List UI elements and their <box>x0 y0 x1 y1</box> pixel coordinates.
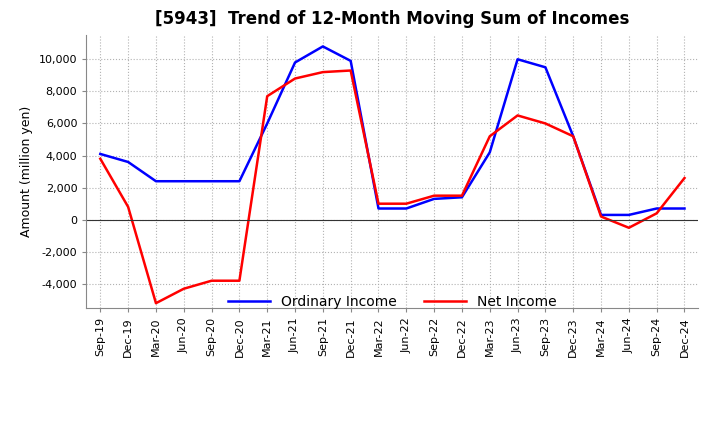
Net Income <box>402 201 410 206</box>
Net Income <box>346 68 355 73</box>
Ordinary Income <box>374 206 383 211</box>
Net Income <box>179 286 188 291</box>
Ordinary Income <box>96 151 104 157</box>
Ordinary Income <box>430 196 438 202</box>
Ordinary Income <box>569 134 577 139</box>
Net Income <box>235 278 243 283</box>
Ordinary Income <box>624 212 633 217</box>
Ordinary Income <box>346 58 355 63</box>
Net Income <box>374 201 383 206</box>
Net Income <box>291 76 300 81</box>
Ordinary Income <box>541 65 550 70</box>
Net Income <box>458 193 467 198</box>
Ordinary Income <box>680 206 689 211</box>
Title: [5943]  Trend of 12-Month Moving Sum of Incomes: [5943] Trend of 12-Month Moving Sum of I… <box>156 10 629 28</box>
Net Income <box>96 156 104 161</box>
Ordinary Income <box>152 179 161 184</box>
Ordinary Income <box>652 206 661 211</box>
Net Income <box>541 121 550 126</box>
Ordinary Income <box>207 179 216 184</box>
Ordinary Income <box>124 159 132 165</box>
Ordinary Income <box>402 206 410 211</box>
Net Income <box>152 301 161 306</box>
Ordinary Income <box>458 194 467 200</box>
Ordinary Income <box>179 179 188 184</box>
Ordinary Income <box>485 150 494 155</box>
Line: Ordinary Income: Ordinary Income <box>100 47 685 215</box>
Ordinary Income <box>318 44 327 49</box>
Net Income <box>430 193 438 198</box>
Ordinary Income <box>513 57 522 62</box>
Net Income <box>207 278 216 283</box>
Net Income <box>318 70 327 75</box>
Net Income <box>263 94 271 99</box>
Net Income <box>569 134 577 139</box>
Net Income <box>513 113 522 118</box>
Ordinary Income <box>291 60 300 65</box>
Net Income <box>124 204 132 209</box>
Ordinary Income <box>597 212 606 217</box>
Legend: Ordinary Income, Net Income: Ordinary Income, Net Income <box>222 290 562 315</box>
Net Income <box>624 225 633 231</box>
Line: Net Income: Net Income <box>100 70 685 303</box>
Net Income <box>652 211 661 216</box>
Net Income <box>597 214 606 219</box>
Net Income <box>485 134 494 139</box>
Y-axis label: Amount (million yen): Amount (million yen) <box>20 106 33 237</box>
Ordinary Income <box>235 179 243 184</box>
Ordinary Income <box>263 121 271 126</box>
Net Income <box>680 176 689 181</box>
